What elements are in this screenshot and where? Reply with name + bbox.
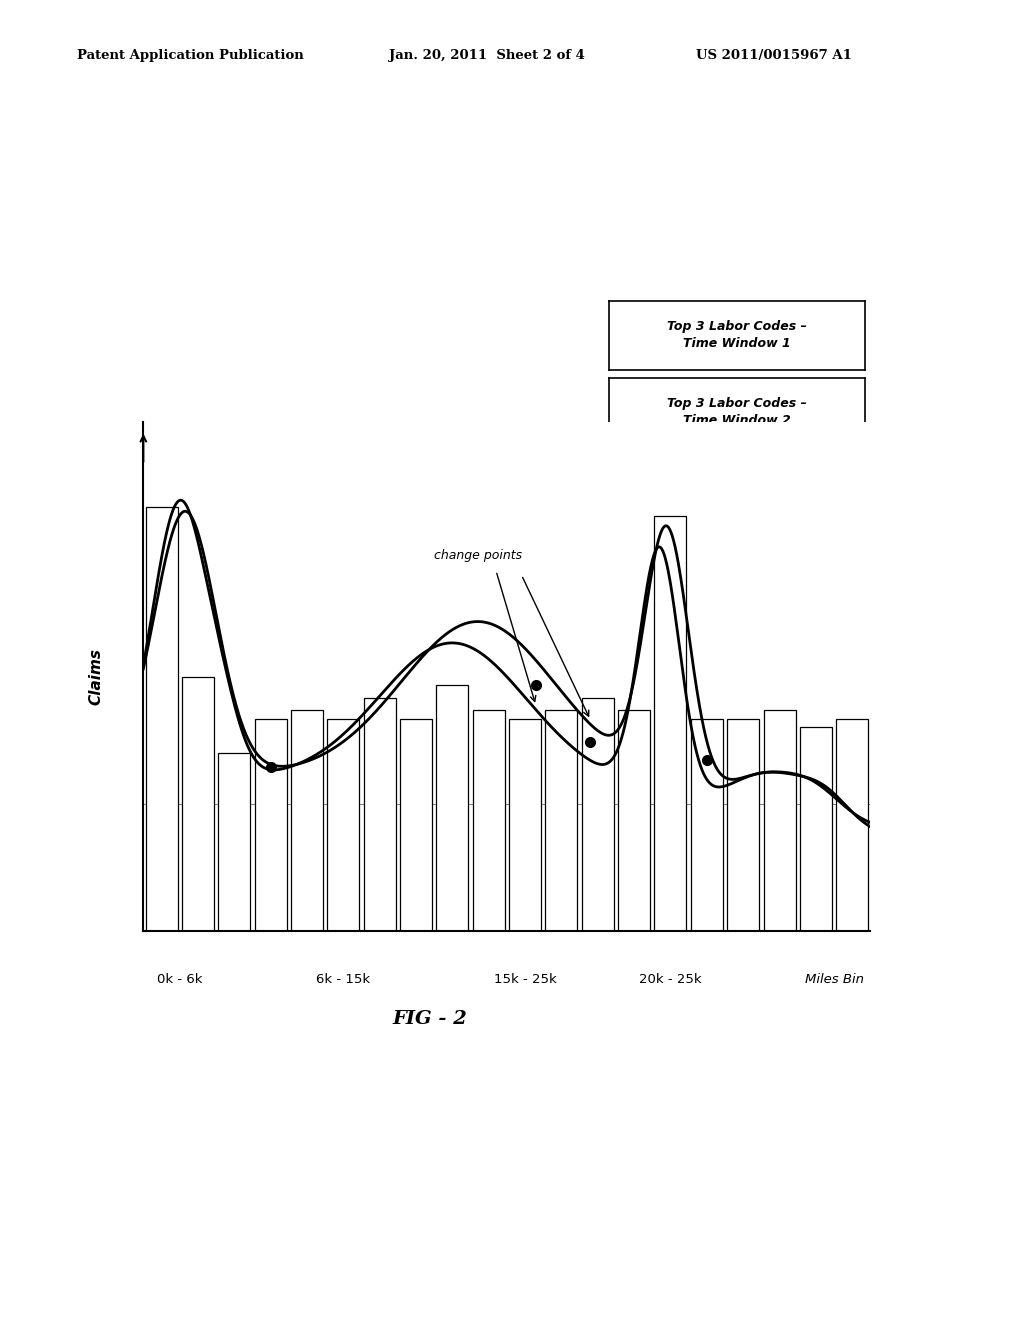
Text: 6k - 15k: 6k - 15k bbox=[316, 973, 371, 986]
Bar bbox=[145, 507, 177, 931]
Text: Jan. 20, 2011  Sheet 2 of 4: Jan. 20, 2011 Sheet 2 of 4 bbox=[389, 49, 585, 62]
Bar bbox=[800, 727, 831, 931]
Text: Miles Bin: Miles Bin bbox=[805, 973, 863, 986]
Text: change points: change points bbox=[434, 549, 522, 562]
Bar bbox=[582, 698, 613, 931]
Text: 20k - 25k: 20k - 25k bbox=[639, 973, 701, 986]
Bar bbox=[509, 719, 541, 931]
Bar bbox=[837, 719, 868, 931]
Text: 0k - 6k: 0k - 6k bbox=[157, 973, 203, 986]
Bar bbox=[546, 710, 578, 931]
Text: Top 3 Labor Codes –
Time Window 1: Top 3 Labor Codes – Time Window 1 bbox=[668, 321, 807, 350]
Text: Claims: Claims bbox=[89, 648, 103, 705]
Bar bbox=[291, 710, 323, 931]
Bar bbox=[182, 676, 214, 931]
Text: FIG - 2: FIG - 2 bbox=[392, 1010, 468, 1028]
Bar bbox=[218, 752, 250, 931]
Bar bbox=[255, 719, 287, 931]
Bar bbox=[764, 710, 796, 931]
Bar bbox=[618, 710, 650, 931]
Text: Patent Application Publication: Patent Application Publication bbox=[77, 49, 303, 62]
Text: Top 3 Labor Codes –
Time Window 2: Top 3 Labor Codes – Time Window 2 bbox=[668, 397, 807, 426]
Bar bbox=[727, 719, 759, 931]
Bar bbox=[328, 719, 359, 931]
Bar bbox=[473, 710, 505, 931]
Bar bbox=[364, 698, 395, 931]
Bar bbox=[691, 719, 723, 931]
Text: 15k - 25k: 15k - 25k bbox=[494, 973, 556, 986]
Bar bbox=[436, 685, 468, 931]
Text: US 2011/0015967 A1: US 2011/0015967 A1 bbox=[696, 49, 852, 62]
Bar bbox=[400, 719, 432, 931]
Bar bbox=[654, 516, 686, 931]
